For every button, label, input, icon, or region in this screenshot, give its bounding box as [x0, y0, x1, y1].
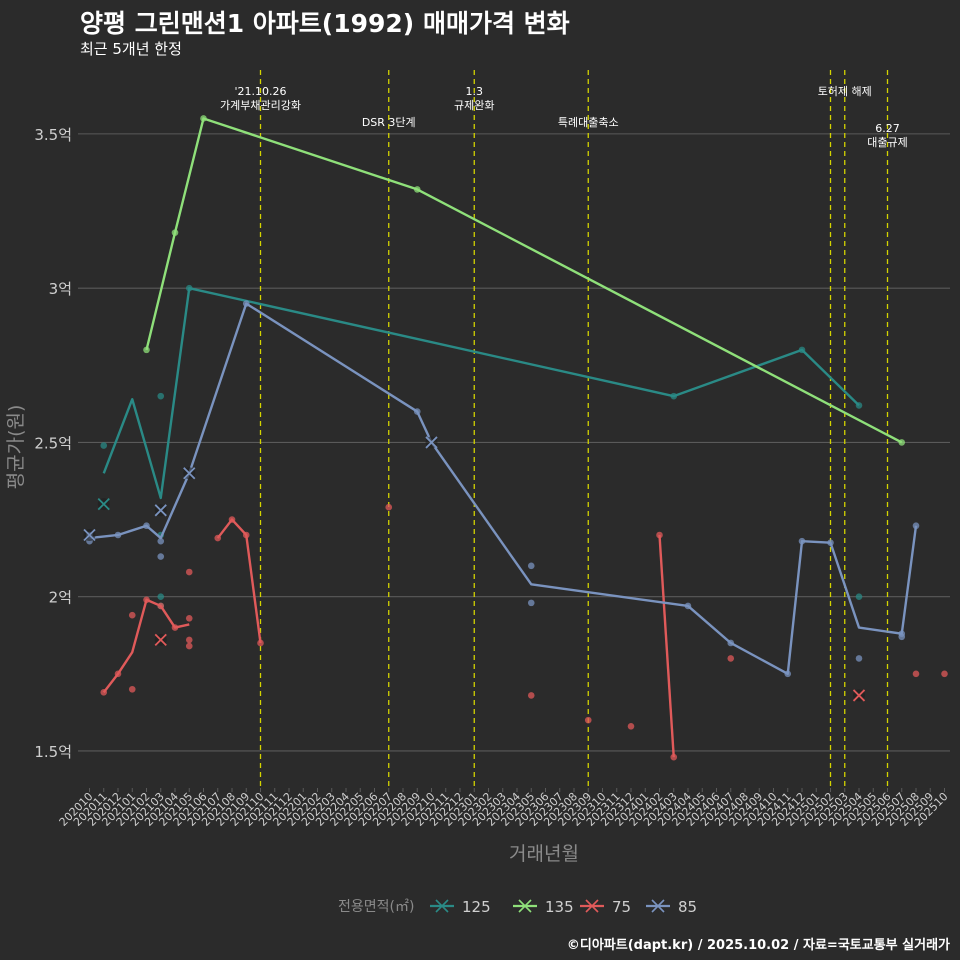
series-75-point [670, 753, 678, 761]
event-label: 규제완화 [454, 99, 494, 112]
series-85-point [527, 599, 535, 607]
y-tick-label: 3.5억 [34, 126, 72, 144]
series-75-point [128, 685, 136, 693]
series-75-point [727, 655, 735, 662]
series-85-point [684, 602, 692, 610]
event-label: 대출규제 [867, 136, 907, 149]
series-125-point [670, 392, 678, 400]
chart-subtitle: 최근 5개년 한정 [80, 40, 182, 58]
series-75-point [185, 568, 193, 576]
y-tick-label: 3억 [49, 280, 72, 298]
series-85-cross-marker [83, 528, 96, 542]
event-label: 가계부채관리강화 [220, 99, 301, 112]
legend-key-cross [518, 899, 532, 913]
event-label: 6.27 [875, 122, 900, 135]
series-135-line [145, 117, 903, 444]
series-75-point [627, 722, 635, 730]
series-75-point [185, 642, 193, 650]
series-135-point [200, 115, 207, 122]
event-label: 1.3 [466, 85, 484, 98]
series-85-point [784, 670, 792, 678]
series-75-point [912, 670, 920, 678]
y-tick-label: 2억 [49, 589, 72, 607]
series-125-point [157, 392, 165, 400]
series-75-cross-marker [852, 689, 866, 702]
series-75-point [656, 531, 663, 539]
series-75-point [185, 636, 193, 644]
legend-label: 125 [462, 898, 491, 916]
series-125-point [855, 402, 863, 409]
source-caption: ©디아파트(dapt.kr) / 2025.10.02 / 자료=국토교통부 실… [566, 938, 950, 953]
legend-label: 135 [545, 898, 574, 916]
series-85-point [143, 522, 150, 530]
series-75-cross-marker [154, 633, 167, 647]
legend-label: 85 [678, 898, 697, 916]
series-85-point [912, 522, 920, 530]
series-75-point [185, 614, 193, 622]
series-75-point [214, 534, 222, 542]
series-125-point [157, 593, 165, 601]
series-75-point [527, 692, 535, 699]
series-85-point [727, 639, 735, 647]
event-label: DSR 3단계 [362, 116, 416, 129]
series-135-point [143, 346, 150, 354]
series-85-point [855, 655, 863, 662]
legend-key-cross [435, 899, 449, 913]
series-75-point [128, 611, 136, 619]
series-85-cross-marker [183, 467, 196, 480]
series-85-line [89, 302, 918, 676]
series-75-point [584, 716, 592, 724]
series-85-cross-marker [425, 436, 438, 449]
series-75-point [257, 639, 264, 647]
series-75-point [157, 602, 165, 610]
y-axis-title: 평균가(원) [5, 405, 27, 490]
legend-key-cross [585, 899, 599, 913]
series-75-line [216, 518, 262, 644]
series-135-point [171, 229, 179, 236]
series-85-cross-marker [154, 504, 167, 517]
series-125-point [855, 593, 863, 601]
x-axis-title: 거래년월 [509, 843, 579, 865]
series-75-point [171, 624, 179, 631]
series-75-point [100, 689, 108, 696]
series-85-point [242, 300, 250, 307]
series-125-point [185, 284, 193, 292]
series-75-point [242, 531, 250, 539]
series-75-line [102, 598, 190, 694]
event-label: '21.10.26 [234, 85, 286, 98]
series-75-point [114, 670, 122, 678]
series-85-point [114, 531, 122, 539]
series-85-point [527, 562, 535, 570]
series-75-point [228, 516, 236, 523]
series-125-point [100, 442, 108, 449]
legend-label: 75 [612, 898, 631, 916]
series-75-point [941, 670, 948, 678]
event-label: 특례대출축소 [558, 116, 619, 129]
series-75-point [385, 503, 393, 511]
series-85-point [157, 537, 165, 545]
legend-key-cross [651, 899, 665, 913]
legend-title: 전용면적(㎡) [338, 899, 414, 915]
series-85-point [798, 537, 806, 545]
series-125-point [798, 346, 806, 354]
series-135-point [898, 439, 906, 446]
series-85-point [413, 408, 421, 415]
series-85-point [827, 539, 834, 547]
event-label: 토허제 해제 [818, 84, 872, 98]
series-85-point [157, 553, 165, 560]
y-tick-label: 2.5억 [34, 434, 72, 452]
series-75-point [143, 596, 150, 604]
series-135-point [413, 186, 421, 193]
series-125-cross-marker [97, 498, 110, 511]
y-tick-label: 1.5억 [34, 743, 72, 761]
series-85-point [898, 630, 906, 638]
series-75-line [658, 534, 675, 758]
chart-title: 양평 그린맨션1 아파트(1992) 매매가격 변화 [80, 9, 570, 38]
